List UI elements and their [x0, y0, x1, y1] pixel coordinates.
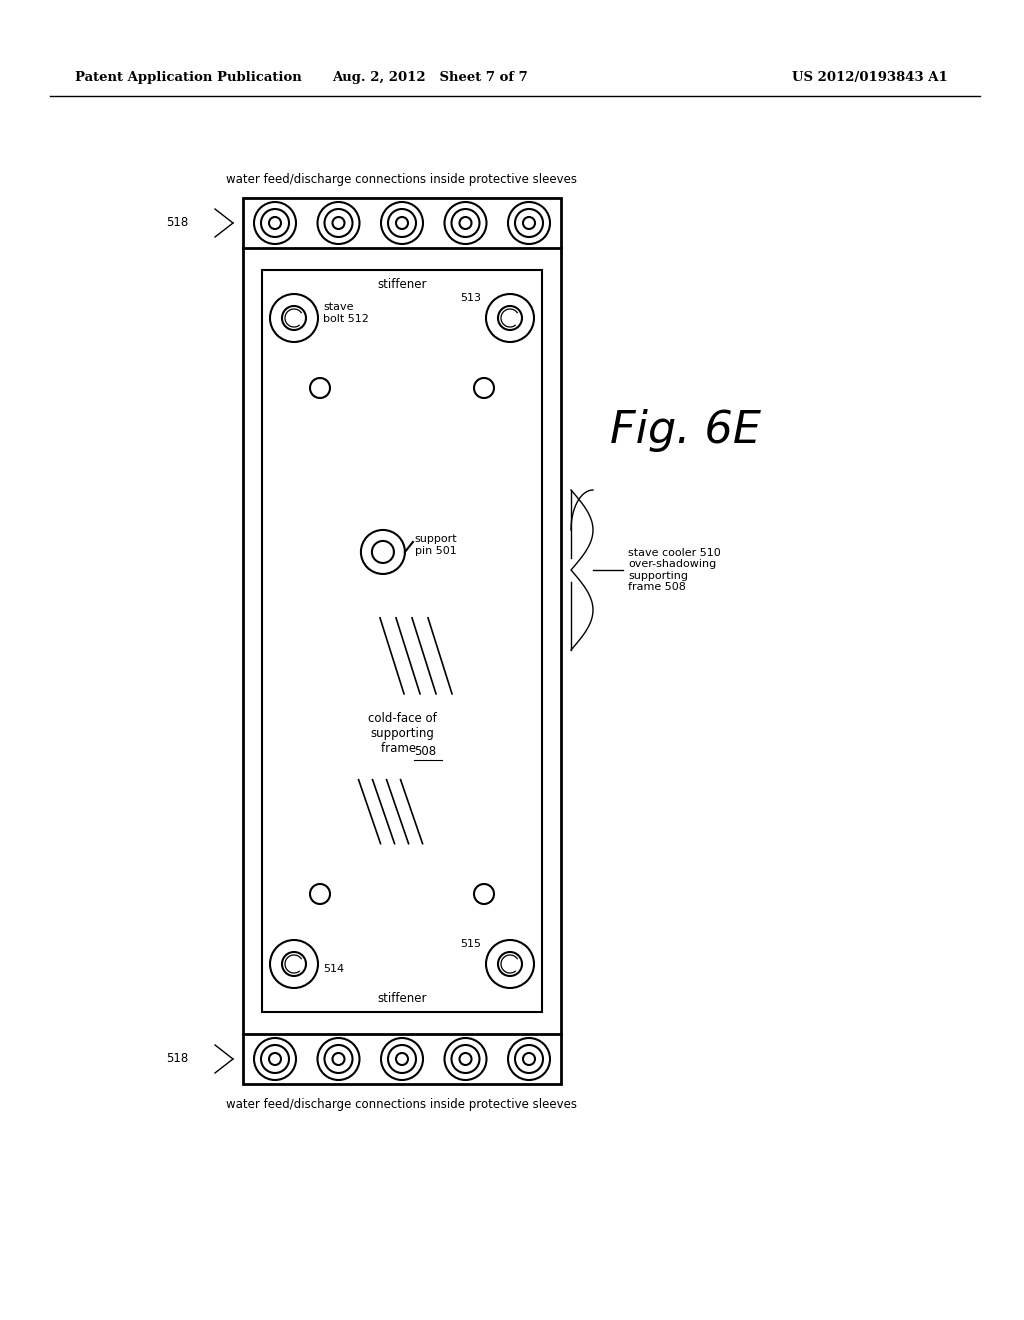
Text: 513: 513 — [460, 293, 481, 304]
Circle shape — [523, 216, 535, 228]
Circle shape — [486, 940, 534, 987]
Text: water feed/discharge connections inside protective sleeves: water feed/discharge connections inside … — [226, 1098, 578, 1111]
Circle shape — [270, 940, 318, 987]
Circle shape — [460, 216, 471, 228]
Circle shape — [508, 1038, 550, 1080]
Text: support
pin 501: support pin 501 — [415, 535, 458, 556]
Text: cold-face of
supporting
frame: cold-face of supporting frame — [368, 713, 436, 755]
Circle shape — [460, 1053, 471, 1065]
Circle shape — [498, 952, 522, 975]
Text: Fig. 6E: Fig. 6E — [610, 408, 761, 451]
Text: stiffener: stiffener — [377, 991, 427, 1005]
Text: Patent Application Publication: Patent Application Publication — [75, 71, 302, 84]
Circle shape — [444, 1038, 486, 1080]
Circle shape — [317, 202, 359, 244]
Text: stave cooler 510
over-shadowing
supporting
frame 508: stave cooler 510 over-shadowing supporti… — [628, 548, 721, 593]
Text: 514: 514 — [323, 964, 344, 974]
Text: 508: 508 — [414, 746, 436, 758]
Circle shape — [360, 529, 404, 574]
Circle shape — [523, 1053, 535, 1065]
Circle shape — [317, 1038, 359, 1080]
Circle shape — [333, 216, 344, 228]
Text: 518: 518 — [166, 216, 188, 230]
Circle shape — [444, 202, 486, 244]
Circle shape — [498, 306, 522, 330]
Circle shape — [515, 209, 543, 238]
Circle shape — [325, 1045, 352, 1073]
Circle shape — [474, 378, 494, 399]
Circle shape — [486, 294, 534, 342]
Circle shape — [325, 209, 352, 238]
Circle shape — [396, 216, 408, 228]
Circle shape — [333, 1053, 344, 1065]
Circle shape — [372, 541, 394, 562]
Text: stiffener: stiffener — [377, 277, 427, 290]
Circle shape — [452, 1045, 479, 1073]
Bar — [262, 271, 542, 1012]
Circle shape — [270, 294, 318, 342]
Text: Aug. 2, 2012   Sheet 7 of 7: Aug. 2, 2012 Sheet 7 of 7 — [332, 71, 528, 84]
Circle shape — [474, 884, 494, 904]
Text: US 2012/0193843 A1: US 2012/0193843 A1 — [793, 71, 948, 84]
Circle shape — [282, 952, 306, 975]
Circle shape — [452, 209, 479, 238]
Circle shape — [254, 202, 296, 244]
Circle shape — [310, 378, 330, 399]
Circle shape — [261, 1045, 289, 1073]
Circle shape — [269, 216, 281, 228]
Circle shape — [269, 1053, 281, 1065]
Text: water feed/discharge connections inside protective sleeves: water feed/discharge connections inside … — [226, 173, 578, 186]
Circle shape — [388, 209, 416, 238]
Circle shape — [515, 1045, 543, 1073]
Circle shape — [282, 306, 306, 330]
Bar — [243, 198, 561, 1084]
Text: 515: 515 — [460, 939, 481, 949]
Circle shape — [381, 1038, 423, 1080]
Text: stave
bolt 512: stave bolt 512 — [323, 302, 369, 323]
Circle shape — [388, 1045, 416, 1073]
Circle shape — [254, 1038, 296, 1080]
Circle shape — [508, 202, 550, 244]
Text: 518: 518 — [166, 1052, 188, 1065]
Circle shape — [261, 209, 289, 238]
Circle shape — [396, 1053, 408, 1065]
Circle shape — [381, 202, 423, 244]
Circle shape — [310, 884, 330, 904]
